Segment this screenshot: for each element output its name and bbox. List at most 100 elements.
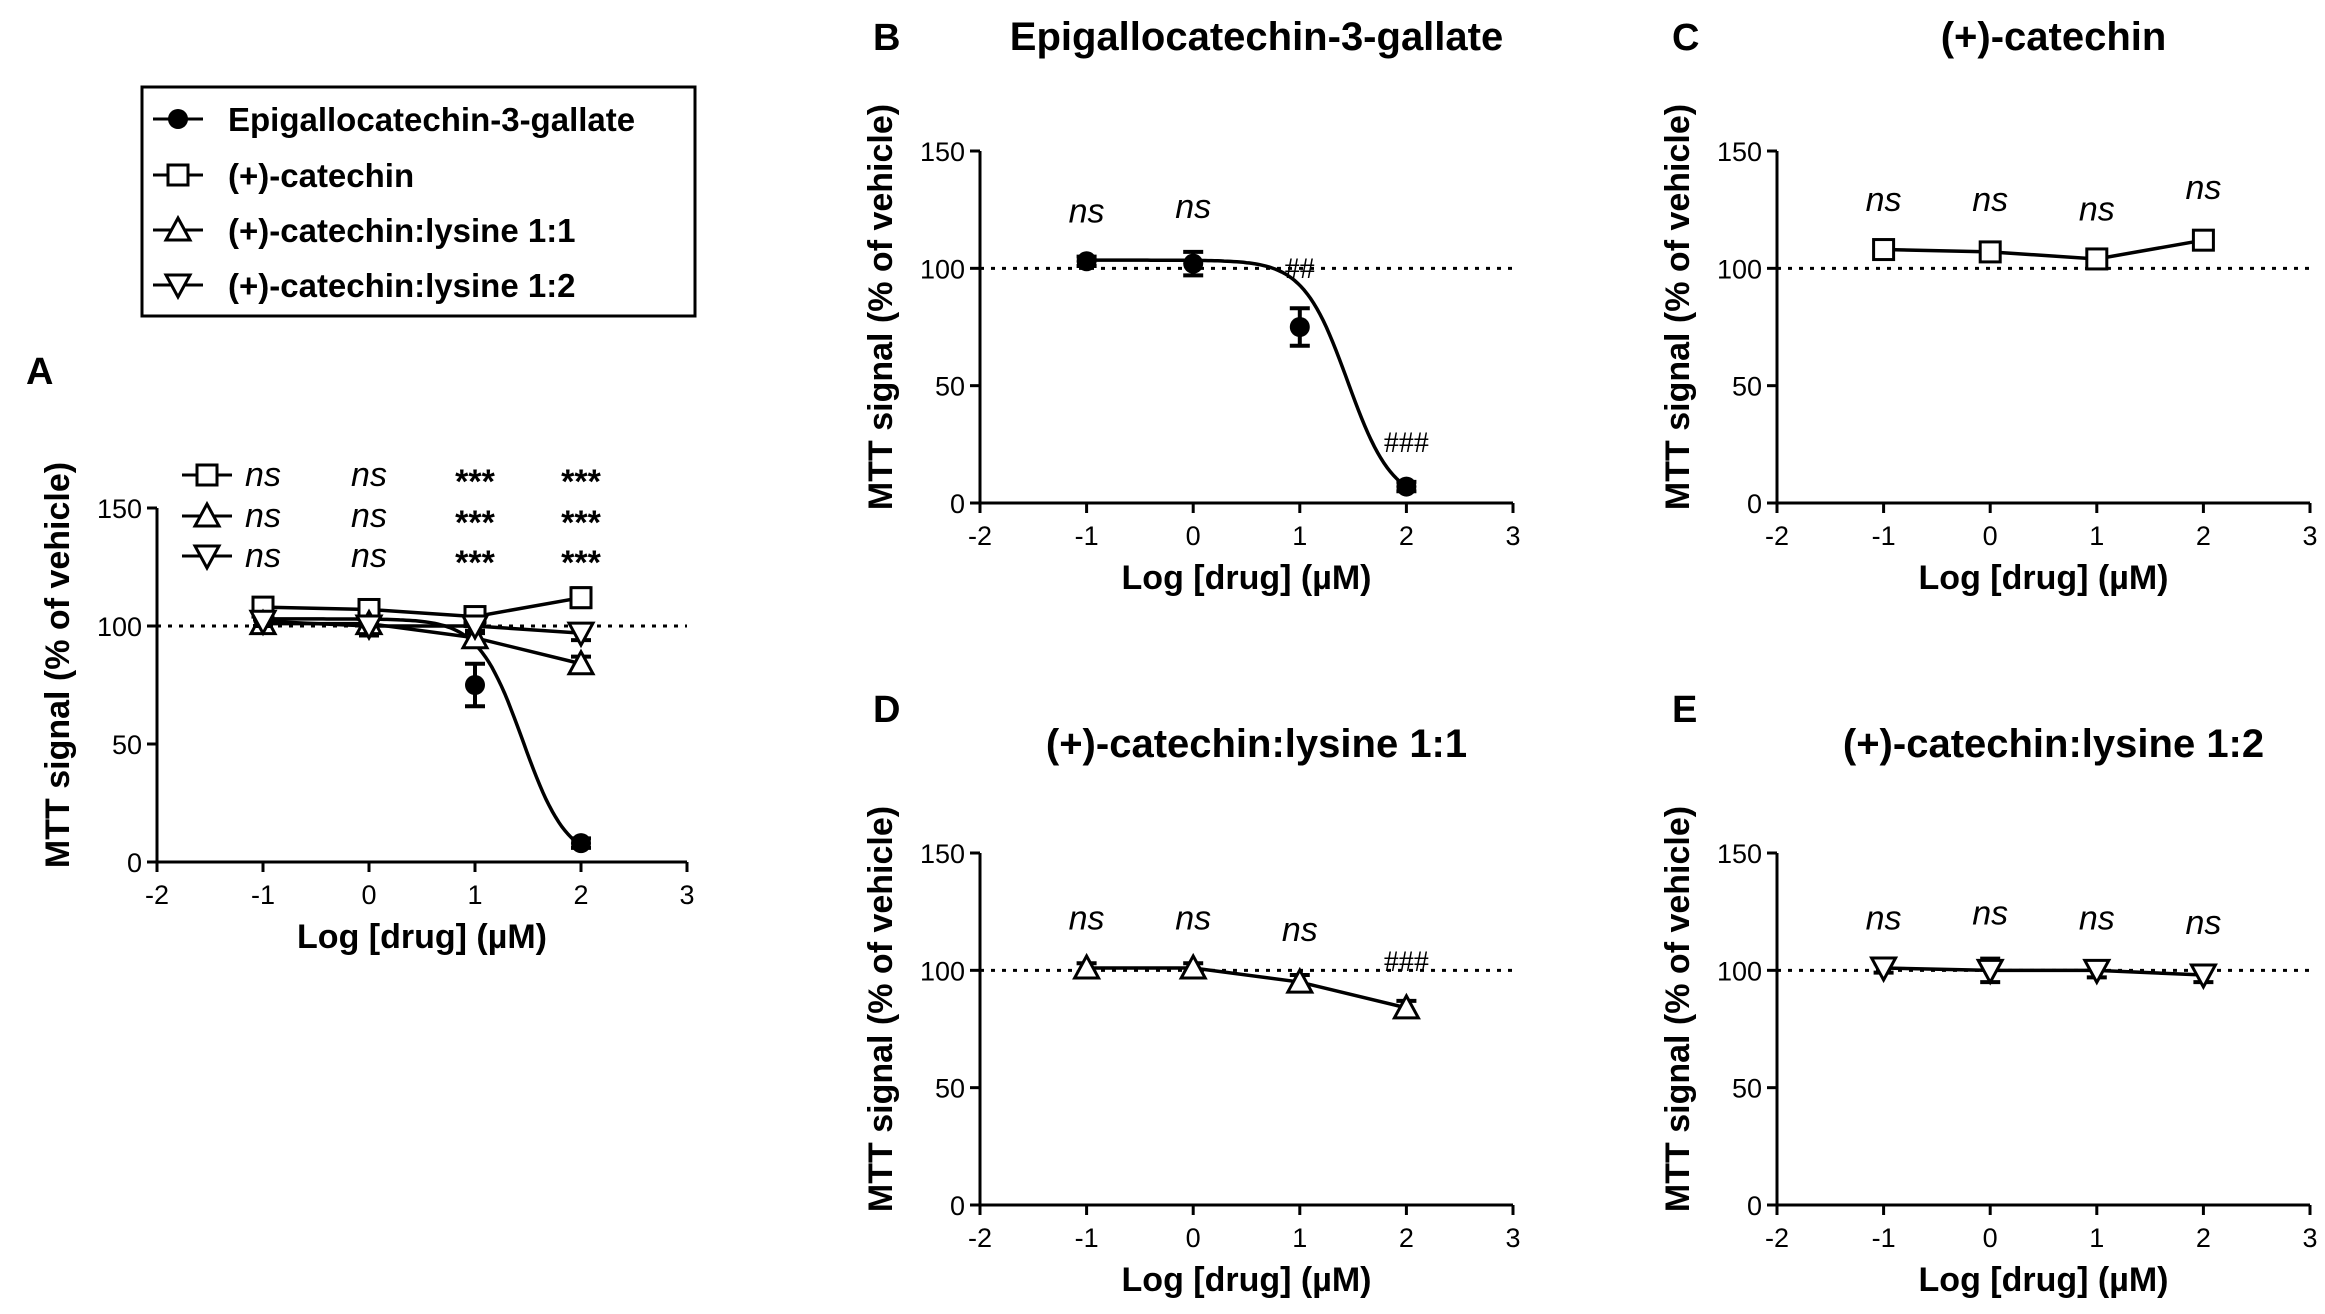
y-tick-label: 100 bbox=[1717, 254, 1762, 284]
panel-d-plot: (+)-catechin:lysine 1:1 -2 -1 0 1 2 3 0 50 100 150… bbox=[862, 722, 1521, 1299]
x-tick-label: -1 bbox=[251, 880, 275, 910]
significance-label: *** bbox=[561, 544, 601, 582]
legend-marker-triangle-down-open bbox=[163, 273, 193, 301]
series-line bbox=[262, 595, 582, 619]
significance-label: ns bbox=[2079, 899, 2115, 937]
legend-marker-circle-filled bbox=[168, 109, 188, 129]
x-tick-label: 0 bbox=[1186, 521, 1201, 551]
legend-entry-lysine-1-2: (+)-catechin:lysine 1:2 bbox=[153, 267, 576, 304]
panel-b-plot: Epigallocatechin-3-gallate -2 -1 0 1 2 3 0 50 100… bbox=[862, 15, 1521, 597]
y-tick-label: 100 bbox=[920, 956, 965, 986]
series-triangle-down-open bbox=[248, 609, 596, 649]
legend-label: (+)-catechin:lysine 1:2 bbox=[228, 267, 576, 304]
legend-entry-lysine-1-1: (+)-catechin:lysine 1:1 bbox=[153, 212, 576, 249]
significance-label: ns bbox=[245, 497, 281, 535]
significance-label: *** bbox=[455, 504, 495, 542]
significance-label: ### bbox=[1384, 426, 1429, 459]
panel-letter-c: C bbox=[1672, 17, 1699, 59]
significance-label: ns bbox=[1866, 899, 1902, 937]
significance-label: ns bbox=[1866, 181, 1902, 219]
x-tick-label: 1 bbox=[2089, 1223, 2104, 1253]
series-triangle-down-open bbox=[1869, 956, 2218, 991]
significance-label: ns bbox=[351, 537, 387, 575]
data-point bbox=[2082, 958, 2112, 986]
y-tick-label: 150 bbox=[920, 839, 965, 869]
series-triangle-up-open bbox=[1072, 952, 1421, 1020]
y-tick-label: 150 bbox=[97, 494, 142, 524]
y-tick-label: 100 bbox=[1717, 956, 1762, 986]
data-point bbox=[1975, 958, 2005, 986]
significance-row: ns ns *** *** bbox=[182, 456, 602, 501]
y-tick-label: 50 bbox=[1732, 372, 1762, 402]
significance-label: ns bbox=[351, 456, 387, 494]
y-axis-label: MTT signal (% of vehicle) bbox=[1659, 104, 1697, 510]
y-tick-label: 0 bbox=[1747, 489, 1762, 519]
x-tick-label: 3 bbox=[1505, 1223, 1520, 1253]
y-tick-label: 50 bbox=[935, 372, 965, 402]
data-point bbox=[1178, 952, 1208, 980]
significance-label: ns bbox=[2079, 190, 2115, 228]
data-point bbox=[354, 614, 384, 642]
chart-title: (+)-catechin:lysine 1:2 bbox=[1843, 722, 2264, 766]
x-tick-label: -1 bbox=[1075, 1223, 1099, 1253]
x-axis-label: Log [drug] (µM) bbox=[297, 918, 547, 956]
x-tick-label: 2 bbox=[2196, 1223, 2211, 1253]
significance-label: ns bbox=[2185, 904, 2221, 942]
legend-label: Epigallocatechin-3-gallate bbox=[228, 101, 635, 138]
data-point bbox=[2085, 247, 2109, 271]
x-tick-label: 2 bbox=[1399, 1223, 1414, 1253]
fit-curve bbox=[263, 617, 583, 848]
y-tick-label: 50 bbox=[1732, 1074, 1762, 1104]
legend-marker-square-open bbox=[166, 163, 190, 187]
y-tick-label: 0 bbox=[127, 848, 142, 878]
significance-label: ns bbox=[245, 537, 281, 575]
data-point bbox=[195, 463, 219, 487]
y-tick-label: 100 bbox=[97, 612, 142, 642]
x-tick-label: 2 bbox=[573, 880, 588, 910]
series-line bbox=[1883, 238, 2204, 261]
significance-label: *** bbox=[455, 463, 495, 501]
x-tick-label: 3 bbox=[1505, 521, 1520, 551]
y-tick-label: 50 bbox=[112, 730, 142, 760]
y-tick-label: 0 bbox=[950, 489, 965, 519]
y-tick-label: 150 bbox=[920, 137, 965, 167]
x-axis-label: Log [drug] (µM) bbox=[1919, 559, 2169, 597]
significance-label: ns bbox=[1175, 188, 1211, 226]
data-point bbox=[248, 609, 278, 637]
series-line bbox=[1086, 966, 1407, 1010]
y-tick-label: 150 bbox=[1717, 137, 1762, 167]
x-axis-label: Log [drug] (µM) bbox=[1919, 1261, 2169, 1299]
significance-label: ns bbox=[1972, 181, 2008, 219]
series-line bbox=[262, 619, 582, 635]
y-tick-label: 50 bbox=[935, 1074, 965, 1104]
series-circle-filled bbox=[1076, 249, 1417, 497]
data-point bbox=[1289, 317, 1310, 337]
y-axis-label: MTT signal (% of vehicle) bbox=[862, 806, 900, 1212]
significance-label: *** bbox=[455, 544, 495, 582]
panel-letter-b: B bbox=[873, 17, 900, 59]
data-point bbox=[1076, 251, 1097, 272]
data-point bbox=[460, 614, 490, 642]
x-tick-label: -1 bbox=[1075, 521, 1099, 551]
data-point bbox=[465, 675, 485, 695]
data-point bbox=[566, 621, 596, 649]
x-tick-label: 0 bbox=[1983, 1223, 1998, 1253]
significance-row: ns ns *** *** bbox=[182, 497, 602, 542]
x-tick-label: 3 bbox=[2302, 1223, 2317, 1253]
data-point bbox=[1183, 253, 1204, 274]
series-line bbox=[1883, 966, 2204, 977]
legend-entry-catechin: (+)-catechin bbox=[153, 157, 414, 194]
data-point bbox=[2191, 228, 2215, 252]
x-axis-label: Log [drug] (µM) bbox=[1122, 1261, 1372, 1299]
x-tick-label: -2 bbox=[1765, 521, 1789, 551]
legend-box bbox=[140, 85, 697, 318]
significance-label: ns bbox=[1069, 193, 1105, 231]
significance-label: ## bbox=[1285, 252, 1315, 285]
fit-curve bbox=[1086, 258, 1408, 489]
y-tick-label: 0 bbox=[950, 1191, 965, 1221]
series-square-open bbox=[1872, 228, 2215, 271]
significance-label: ns bbox=[245, 456, 281, 494]
data-point bbox=[1869, 956, 1899, 984]
panel-letter-a: A bbox=[26, 351, 53, 393]
